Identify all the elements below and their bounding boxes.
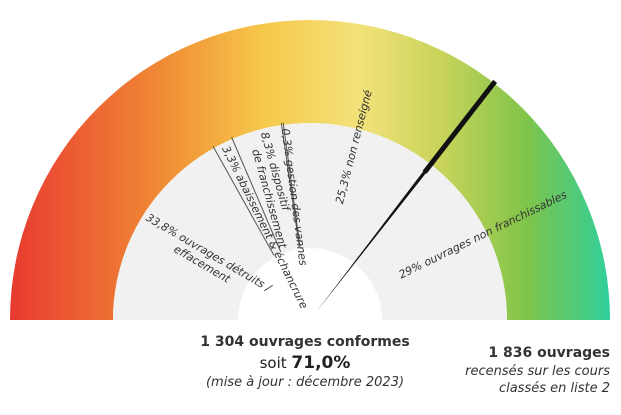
gauge-inner-band (113, 123, 507, 320)
conformes-summary: 1 304 ouvrages conformes soit 71,0% (mis… (150, 332, 460, 392)
conformes-percent: soit 71,0% (150, 352, 460, 374)
gauge-needle (422, 79, 498, 174)
segment-divider (212, 145, 275, 256)
gauge-chart: 33,8% ouvrages détruits /effacement3,3% … (10, 20, 610, 320)
gauge-needle-tail (316, 169, 428, 313)
gauge-outer-band (10, 20, 610, 320)
segment-divider (231, 136, 282, 253)
total-caption-line1: recensés sur les cours (465, 364, 610, 379)
update-date: (mise à jour : décembre 2023) (205, 375, 405, 390)
conformes-count: 1 304 ouvrages conformes (200, 334, 410, 350)
segment-divider (282, 122, 301, 247)
soit-label: soit (259, 354, 292, 372)
total-summary: 1 836 ouvrages recensés sur les cours cl… (440, 344, 610, 397)
total-count: 1 836 ouvrages (488, 345, 610, 361)
total-caption-line2: classés en liste 2 (498, 381, 610, 396)
percent-value: 71,0% (291, 353, 351, 373)
segment-divider (280, 123, 300, 247)
